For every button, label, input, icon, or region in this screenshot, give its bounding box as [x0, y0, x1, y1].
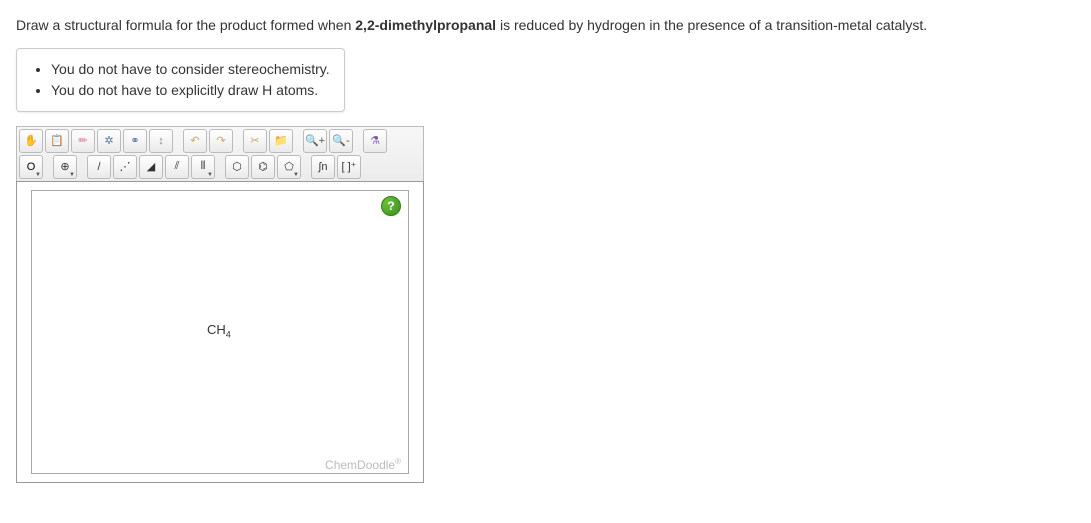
clean-tool[interactable]: ⚭ — [123, 129, 147, 153]
undo-tool[interactable]: ↶ — [183, 129, 207, 153]
benzene[interactable]: ⌬ — [251, 155, 275, 179]
help-icon[interactable]: ? — [381, 196, 401, 216]
center-tool[interactable]: ✲ — [97, 129, 121, 153]
dotted-bond[interactable]: ⋰ — [113, 155, 137, 179]
question-compound: 2,2-dimethylpropanal — [355, 17, 496, 33]
drawing-canvas[interactable]: ? CH4 ChemDoodle® — [16, 181, 424, 483]
calculate-tool[interactable]: ⚗ — [363, 129, 387, 153]
add-atom[interactable]: ⊕▼ — [53, 155, 77, 179]
eraser-tool[interactable]: ✏ — [71, 129, 95, 153]
flip-tool[interactable]: ↕ — [149, 129, 173, 153]
question-prefix: Draw a structural formula for the produc… — [16, 17, 355, 33]
sn-tool[interactable]: ∫n — [311, 155, 335, 179]
chemdoodle-watermark: ChemDoodle® — [325, 457, 401, 472]
question-text: Draw a structural formula for the produc… — [16, 16, 1075, 36]
oxygen-label[interactable]: O▼ — [19, 155, 43, 179]
cyclopentane[interactable]: ⬠▼ — [277, 155, 301, 179]
move-tool[interactable]: ✋ — [19, 129, 43, 153]
triple-bond[interactable]: ⫴▼ — [191, 155, 215, 179]
toolbar-row-2: O▼ ⊕▼ /⋰◢⫽⫴▼ ⬡⌬⬠▼ ∫n[ ]⁺ — [19, 155, 421, 179]
zoom-out-tool[interactable]: 🔍- — [329, 129, 353, 153]
chem-sketcher: ✋📋✏✲⚭↕ ↶↷ ✂📁 🔍+🔍- ⚗ O▼ ⊕▼ /⋰◢⫽⫴▼ ⬡⌬⬠▼ ∫n[ ]⁺ ? C… — [16, 126, 424, 483]
question-suffix: is reduced by hydrogen in the presence o… — [496, 17, 927, 33]
paste-tool[interactable]: 📁 — [269, 129, 293, 153]
hints-list: You do not have to consider stereochemis… — [31, 59, 330, 101]
zoom-in-tool[interactable]: 🔍+ — [303, 129, 327, 153]
cut-tool[interactable]: ✂ — [243, 129, 267, 153]
hint-item: You do not have to explicitly draw H ato… — [51, 80, 330, 101]
toolbar-row-1: ✋📋✏✲⚭↕ ↶↷ ✂📁 🔍+🔍- ⚗ — [19, 129, 421, 153]
wedge-bond[interactable]: ◢ — [139, 155, 163, 179]
cyclohexane[interactable]: ⬡ — [225, 155, 249, 179]
undo-clipboard[interactable]: 📋 — [45, 129, 69, 153]
single-bond[interactable]: / — [87, 155, 111, 179]
bracket-tool[interactable]: [ ]⁺ — [337, 155, 361, 179]
placed-atom-label[interactable]: CH4 — [207, 322, 231, 340]
hints-box: You do not have to consider stereochemis… — [16, 48, 345, 112]
redo-tool[interactable]: ↷ — [209, 129, 233, 153]
double-bond[interactable]: ⫽ — [165, 155, 189, 179]
hint-item: You do not have to consider stereochemis… — [51, 59, 330, 80]
sketcher-toolbar: ✋📋✏✲⚭↕ ↶↷ ✂📁 🔍+🔍- ⚗ O▼ ⊕▼ /⋰◢⫽⫴▼ ⬡⌬⬠▼ ∫n[ ]⁺ — [16, 126, 424, 181]
